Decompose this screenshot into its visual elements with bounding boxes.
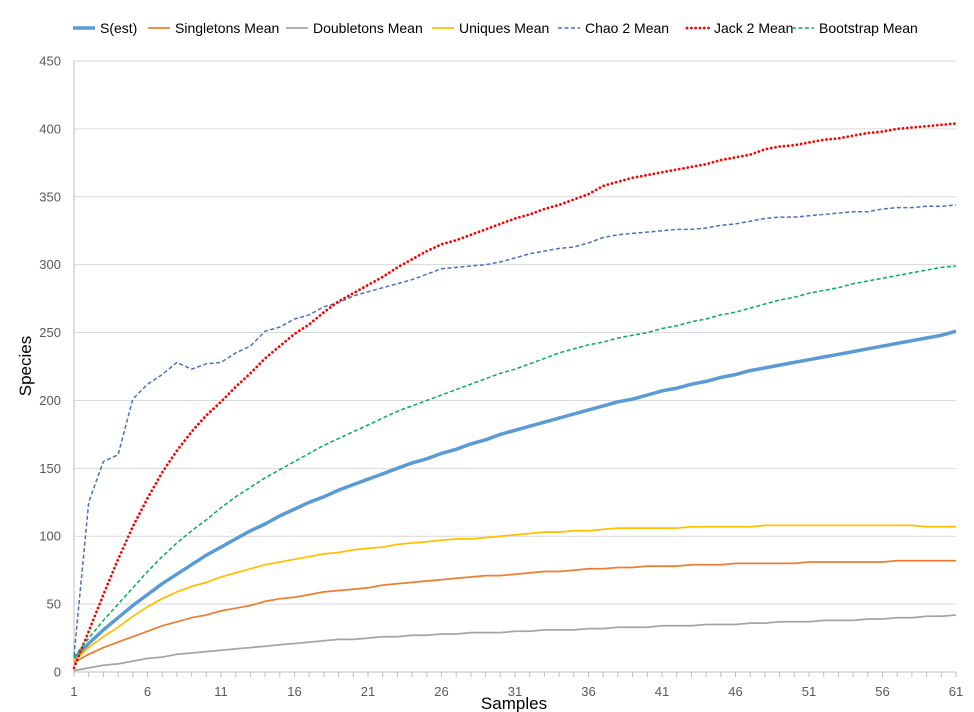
axes xyxy=(73,61,957,677)
legend-label: Jack 2 Mean xyxy=(714,20,793,36)
x-axis-title: Samples xyxy=(481,694,547,712)
y-tick-label: 150 xyxy=(39,461,61,476)
x-tick-label: 46 xyxy=(728,684,742,699)
y-tick-label: 400 xyxy=(39,121,61,136)
x-tick-label: 36 xyxy=(581,684,595,699)
series-line-jack-2-mean xyxy=(72,122,958,670)
legend: S(est) Singletons Mean Doubletons Mean Uniq… xyxy=(73,20,918,36)
y-axis-title: Species xyxy=(16,336,35,396)
legend-label: Chao 2 Mean xyxy=(585,20,669,36)
y-tick-label: 350 xyxy=(39,189,61,204)
y-tick-label: 300 xyxy=(39,257,61,272)
x-tick-labels: 1 6 11 16 21 26 31 36 41 46 51 56 61 xyxy=(70,684,963,699)
x-tick-label: 16 xyxy=(287,684,301,699)
series-line-s-est xyxy=(72,329,957,660)
x-tick-label: 56 xyxy=(875,684,889,699)
legend-label: S(est) xyxy=(100,20,137,36)
y-tick-label: 200 xyxy=(39,393,61,408)
legend-label: Doubletons Mean xyxy=(313,20,423,36)
x-tick-label: 26 xyxy=(434,684,448,699)
y-tick-label: 250 xyxy=(39,325,61,340)
legend-label: Uniques Mean xyxy=(459,20,549,36)
y-tick-label: 0 xyxy=(54,665,61,680)
y-tick-label: 100 xyxy=(39,529,61,544)
gridlines xyxy=(74,60,956,605)
x-tick-label: 41 xyxy=(655,684,669,699)
legend-label: Singletons Mean xyxy=(175,20,279,36)
series-line-uniques-mean xyxy=(73,524,956,662)
x-tick-label: 31 xyxy=(508,684,522,699)
x-tick-label: 21 xyxy=(361,684,375,699)
x-tick-label: 6 xyxy=(144,684,151,699)
series-line-doubletons-mean xyxy=(73,614,957,672)
series-lines xyxy=(72,122,958,672)
series-line-singletons-mean xyxy=(73,559,956,664)
legend-label: Bootstrap Mean xyxy=(819,20,918,36)
y-tick-label: 450 xyxy=(39,54,61,69)
x-tick-label: 51 xyxy=(802,684,816,699)
y-tick-labels: 0 50 100 150 200 250 300 350 400 450 xyxy=(39,54,61,680)
x-tick-label: 11 xyxy=(214,684,228,699)
series-line-bootstrap-mean xyxy=(73,265,957,658)
x-tick-label: 61 xyxy=(949,684,963,699)
y-tick-label: 50 xyxy=(47,597,61,612)
series-line-chao-2-mean xyxy=(73,204,957,656)
x-tick-label: 1 xyxy=(70,684,77,699)
